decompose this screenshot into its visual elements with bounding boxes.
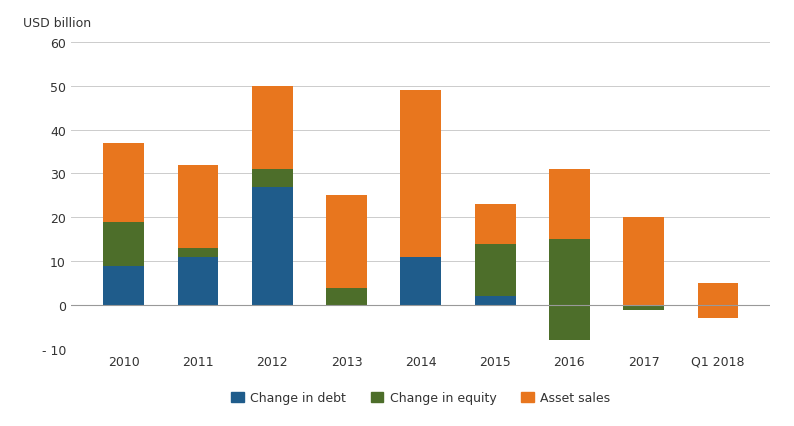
Bar bbox=[103, 222, 144, 266]
Bar bbox=[252, 170, 293, 187]
Bar bbox=[400, 253, 441, 305]
Legend: Change in debt, Change in equity, Asset sales: Change in debt, Change in equity, Asset … bbox=[231, 391, 611, 404]
Bar bbox=[252, 86, 293, 170]
Bar bbox=[326, 196, 367, 288]
Bar bbox=[698, 305, 738, 319]
Bar bbox=[178, 248, 218, 257]
Bar bbox=[178, 257, 218, 305]
Bar bbox=[475, 297, 515, 305]
Bar bbox=[623, 218, 664, 305]
Bar bbox=[475, 244, 515, 297]
Bar bbox=[623, 305, 664, 310]
Bar bbox=[400, 91, 441, 257]
Bar bbox=[549, 170, 590, 240]
Bar bbox=[623, 305, 664, 310]
Bar bbox=[103, 266, 144, 305]
Bar bbox=[698, 284, 738, 319]
Bar bbox=[549, 305, 590, 340]
Bar bbox=[178, 165, 218, 248]
Bar bbox=[475, 205, 515, 244]
Text: USD billion: USD billion bbox=[22, 17, 91, 30]
Bar bbox=[549, 240, 590, 340]
Bar bbox=[400, 253, 441, 257]
Bar bbox=[103, 144, 144, 222]
Bar bbox=[252, 187, 293, 305]
Bar bbox=[326, 288, 367, 305]
